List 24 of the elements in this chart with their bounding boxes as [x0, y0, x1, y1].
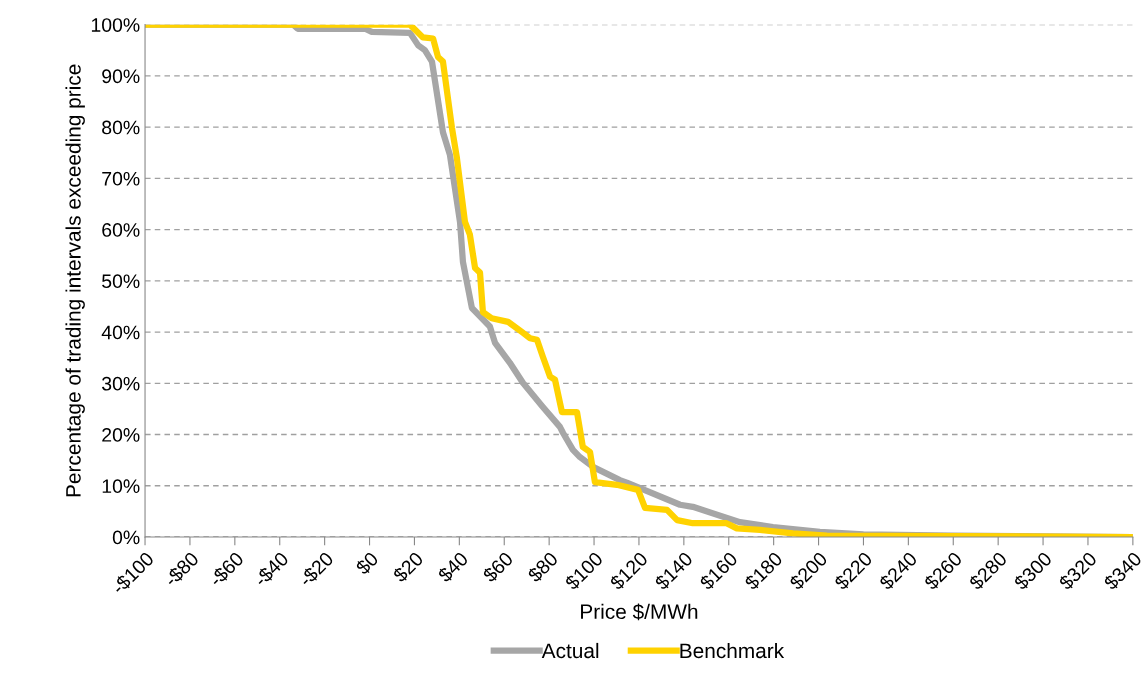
x-tick-label: $80 [526, 550, 560, 584]
y-tick-label: 10% [102, 479, 140, 494]
x-tick-label: -$40 [252, 550, 291, 589]
y-axis-title: Percentage of trading intervals exceeding price [65, 64, 85, 497]
x-tick-label: -$60 [207, 550, 246, 589]
legend-label: Actual [541, 642, 599, 659]
x-tick-label: -$20 [297, 550, 336, 589]
x-tick-label: $20 [391, 550, 425, 584]
y-tick-label: 60% [102, 223, 140, 237]
y-tick-label: 80% [102, 120, 140, 135]
y-tick-label: 30% [102, 376, 140, 391]
y-tick-label: 100% [91, 18, 140, 32]
legend-label: Benchmark [680, 642, 785, 659]
y-tick-label: 70% [102, 171, 140, 186]
x-axis-title: Price $/MWh [581, 603, 698, 621]
x-tick-label: $40 [436, 550, 470, 584]
x-tick-label: -$80 [162, 550, 201, 589]
y-tick-label: 50% [102, 274, 140, 289]
y-tick-label: 40% [101, 325, 140, 340]
x-tick-label: $0 [354, 550, 380, 577]
y-tick-label: 0% [112, 530, 140, 545]
y-tick-label: 90% [102, 69, 140, 84]
x-tick-label: $60 [481, 550, 515, 584]
y-tick-label: 20% [102, 428, 140, 442]
